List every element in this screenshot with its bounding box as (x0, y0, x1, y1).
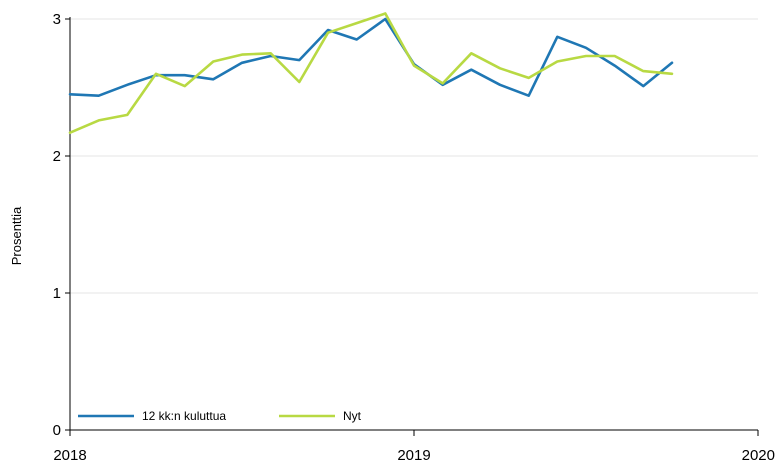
x-tick-label-2019: 2019 (397, 447, 430, 464)
y-tick-label-3: 3 (53, 11, 61, 28)
y-axis-title: Prosenttia (9, 206, 24, 265)
x-tick-label-2020: 2020 (742, 447, 775, 464)
grid-lines (70, 18, 758, 294)
series-line-1 (68, 17, 674, 97)
axes: 0 1 2 3 2018 2019 2020 (53, 11, 775, 464)
legend-label-1: 12 kk:n kuluttua (142, 409, 226, 423)
y-tick-label-2: 2 (53, 148, 61, 165)
legend-label-2: Nyt (343, 409, 362, 423)
y-tick-label-0: 0 (53, 422, 61, 439)
x-tick-label-2018: 2018 (53, 447, 86, 464)
legend: 12 kk:n kuluttua Nyt (78, 409, 362, 423)
series-line-2 (68, 12, 674, 134)
series-lines (68, 12, 674, 134)
y-tick-label-1: 1 (53, 285, 61, 302)
